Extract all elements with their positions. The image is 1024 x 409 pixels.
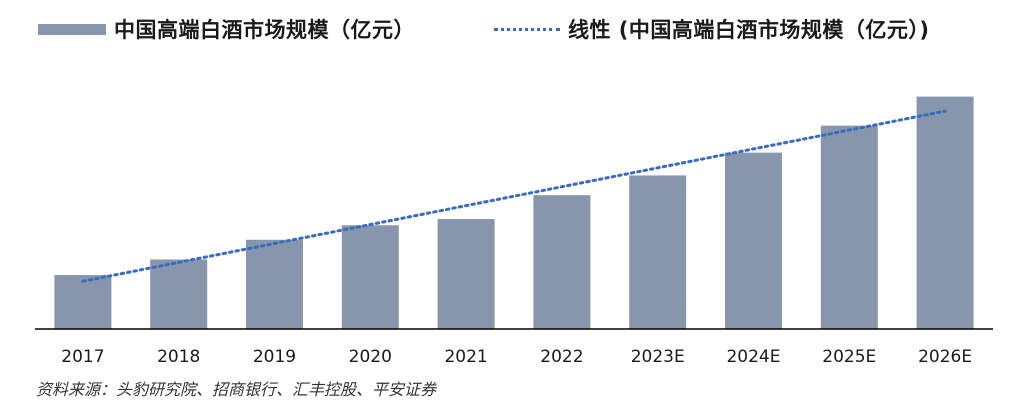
bar-2021 (437, 219, 495, 329)
x-tick-label-2018: 2018 (157, 347, 200, 367)
bar-2022 (533, 195, 591, 329)
x-tick-label-2020: 2020 (349, 347, 392, 367)
bar-2018 (150, 259, 208, 329)
bar-2017 (54, 275, 112, 329)
legend-bar-swatch (38, 23, 106, 35)
x-tick-label-2024E: 2024E (726, 347, 780, 367)
bar-2024E (725, 152, 782, 329)
x-tick-label-2026E: 2026E (918, 347, 972, 367)
bar-2023E (629, 175, 687, 329)
chart-legend: 中国高端白酒市场规模（亿元） 线性 (中国高端白酒市场规模（亿元）) (0, 14, 1024, 46)
x-tick-label-2025E: 2025E (822, 347, 876, 367)
x-tick-label-2023E: 2023E (631, 347, 685, 367)
legend-trend-swatch (494, 27, 560, 31)
x-tick-label-2021: 2021 (444, 347, 487, 367)
legend-trend-label: 线性 (中国高端白酒市场规模（亿元）) (568, 18, 930, 42)
bar-2020 (341, 225, 399, 329)
x-tick-label-2022: 2022 (540, 347, 583, 367)
x-tick-label-2019: 2019 (253, 347, 296, 367)
x-tick-label-2017: 2017 (61, 347, 104, 367)
legend-item-bar: 中国高端白酒市场规模（亿元） (38, 14, 415, 44)
bar-2026E (916, 96, 974, 329)
bar-2025E (820, 125, 878, 330)
trendline (81, 109, 947, 283)
bar-2019 (246, 239, 303, 329)
source-note: 资料来源：头豹研究院、招商银行、汇丰控股、平安证券 (36, 380, 437, 399)
legend-item-trend: 线性 (中国高端白酒市场规模（亿元）) (494, 14, 930, 44)
legend-bar-label: 中国高端白酒市场规模（亿元） (114, 18, 415, 42)
